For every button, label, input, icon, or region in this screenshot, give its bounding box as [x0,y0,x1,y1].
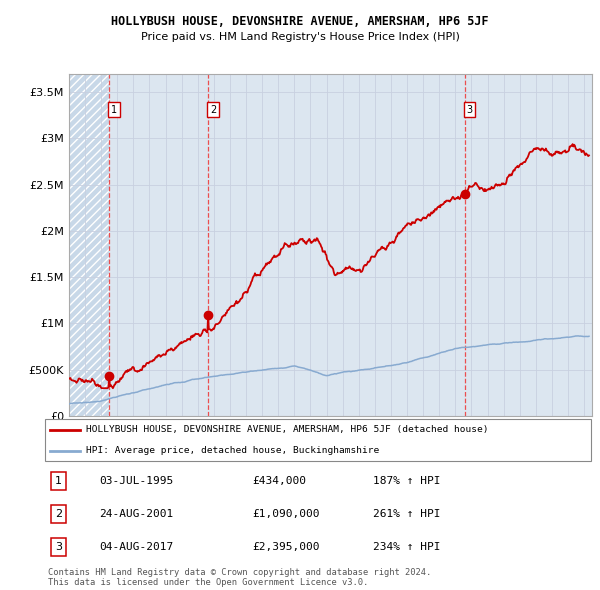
Text: Contains HM Land Registry data © Crown copyright and database right 2024.
This d: Contains HM Land Registry data © Crown c… [48,568,431,587]
Text: 234% ↑ HPI: 234% ↑ HPI [373,542,440,552]
Text: HOLLYBUSH HOUSE, DEVONSHIRE AVENUE, AMERSHAM, HP6 5JF (detached house): HOLLYBUSH HOUSE, DEVONSHIRE AVENUE, AMER… [86,425,488,434]
Text: 03-JUL-1995: 03-JUL-1995 [100,476,174,486]
Text: 2: 2 [210,104,216,114]
Text: HOLLYBUSH HOUSE, DEVONSHIRE AVENUE, AMERSHAM, HP6 5JF: HOLLYBUSH HOUSE, DEVONSHIRE AVENUE, AMER… [111,15,489,28]
Text: 3: 3 [55,542,62,552]
Text: 2: 2 [55,509,62,519]
Text: £434,000: £434,000 [253,476,307,486]
FancyBboxPatch shape [45,419,591,461]
Text: 04-AUG-2017: 04-AUG-2017 [100,542,174,552]
Text: £2,395,000: £2,395,000 [253,542,320,552]
Text: 1: 1 [55,476,62,486]
Text: 1: 1 [111,104,117,114]
Text: 261% ↑ HPI: 261% ↑ HPI [373,509,440,519]
Text: 24-AUG-2001: 24-AUG-2001 [100,509,174,519]
Text: HPI: Average price, detached house, Buckinghamshire: HPI: Average price, detached house, Buck… [86,446,379,455]
Text: £1,090,000: £1,090,000 [253,509,320,519]
Bar [69,74,109,416]
Text: Price paid vs. HM Land Registry's House Price Index (HPI): Price paid vs. HM Land Registry's House … [140,32,460,42]
Text: 187% ↑ HPI: 187% ↑ HPI [373,476,440,486]
Text: 3: 3 [466,104,473,114]
